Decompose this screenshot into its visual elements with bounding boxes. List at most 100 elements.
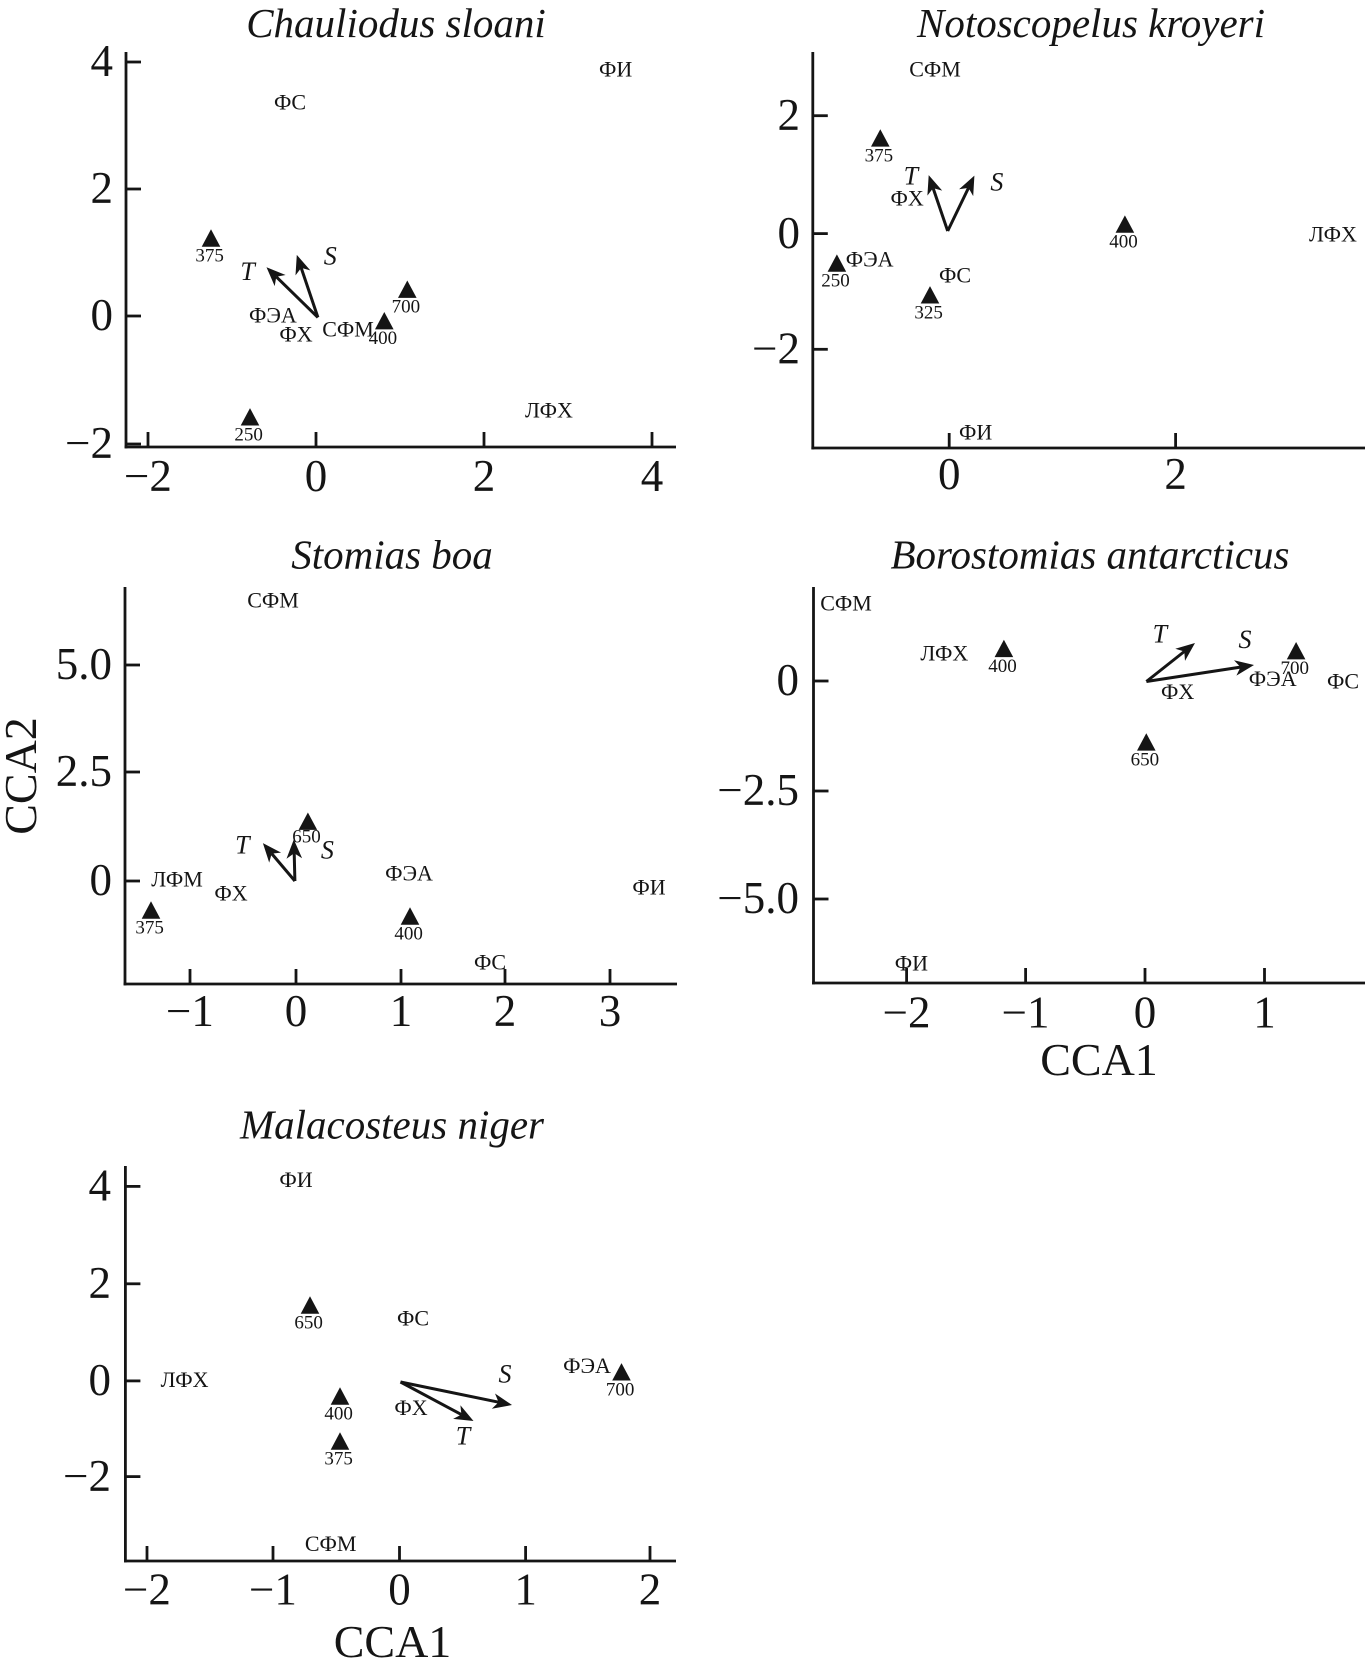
svg-text:2: 2 [639,1565,662,1615]
svg-text:Chauliodus sloani: Chauliodus sloani [246,0,546,46]
svg-text:−1: −1 [249,1565,297,1615]
svg-text:650: 650 [292,827,321,848]
svg-text:0: 0 [938,449,961,499]
svg-text:4: 4 [89,1161,112,1211]
svg-text:−1: −1 [1002,988,1050,1038]
svg-text:2.5: 2.5 [56,746,112,796]
svg-text:T: T [456,1421,472,1450]
svg-text:0: 0 [90,855,113,905]
svg-text:ФИ: ФИ [895,951,928,976]
svg-text:ФЭА: ФЭА [563,1353,611,1378]
svg-text:−2.5: −2.5 [717,765,799,815]
svg-text:400: 400 [988,656,1017,677]
svg-text:S: S [990,167,1003,196]
svg-text:375: 375 [195,246,224,267]
svg-text:650: 650 [294,1313,323,1334]
svg-text:CCA2: CCA2 [0,717,46,835]
svg-text:S: S [499,1359,512,1388]
svg-text:0: 0 [285,986,308,1036]
svg-text:4: 4 [91,36,114,86]
svg-text:−2: −2 [65,418,113,468]
svg-text:700: 700 [1280,658,1309,679]
svg-text:S: S [1239,625,1252,654]
svg-text:400: 400 [324,1404,353,1425]
svg-text:ФЭА: ФЭА [846,246,894,271]
svg-text:СФМ: СФМ [820,590,872,615]
svg-text:ФИ: ФИ [279,1167,312,1192]
svg-text:−2: −2 [63,1451,111,1501]
svg-text:400: 400 [369,328,398,349]
svg-text:5.0: 5.0 [56,639,112,689]
svg-text:ФИ: ФИ [959,420,992,445]
svg-text:650: 650 [1131,749,1160,770]
svg-text:ФИ: ФИ [599,57,632,82]
svg-text:ЛФХ: ЛФХ [161,1367,209,1392]
svg-text:СФМ: СФМ [909,56,961,81]
svg-text:0: 0 [91,290,114,340]
svg-text:2: 2 [494,986,517,1036]
svg-text:−2: −2 [123,1565,171,1615]
svg-text:400: 400 [1109,232,1138,253]
svg-text:2: 2 [91,163,114,213]
svg-text:−2: −2 [752,324,800,374]
svg-text:ФЭА: ФЭА [249,303,297,328]
svg-text:700: 700 [392,297,421,318]
svg-text:1: 1 [1253,988,1276,1038]
svg-text:Borostomias antarcticus: Borostomias antarcticus [891,532,1290,578]
svg-text:Notoscopelus kroyeri: Notoscopelus kroyeri [916,0,1265,46]
svg-text:CCA1: CCA1 [1040,1034,1158,1085]
svg-text:ФХ: ФХ [1161,679,1194,704]
svg-text:400: 400 [394,924,423,945]
svg-text:2: 2 [89,1258,112,1308]
svg-text:−2: −2 [883,988,931,1038]
svg-text:T: T [904,161,920,190]
svg-text:СФМ: СФМ [305,1531,357,1556]
svg-text:ФХ: ФХ [891,186,924,211]
svg-text:375: 375 [865,145,894,166]
svg-text:ФИ: ФИ [632,874,665,899]
svg-text:700: 700 [606,1379,635,1400]
svg-text:ФС: ФС [397,1305,429,1330]
svg-text:ФХ: ФХ [214,880,247,905]
svg-text:1: 1 [514,1565,537,1615]
svg-text:1: 1 [390,986,413,1036]
svg-text:ЛФХ: ЛФХ [525,397,573,422]
svg-text:ФХ: ФХ [279,321,312,346]
svg-text:4: 4 [641,451,664,501]
svg-text:−1: −1 [166,986,214,1036]
svg-text:Stomias boa: Stomias boa [291,532,493,578]
svg-text:ФЭА: ФЭА [385,860,433,885]
svg-text:ЛФХ: ЛФХ [920,640,968,665]
svg-text:СФМ: СФМ [247,587,299,612]
svg-text:325: 325 [914,302,943,323]
svg-text:ЛФХ: ЛФХ [1309,221,1357,246]
svg-text:ФС: ФС [474,949,506,974]
svg-text:ФС: ФС [1327,668,1359,693]
svg-text:0: 0 [777,655,800,705]
svg-text:ФС: ФС [939,262,971,287]
svg-text:S: S [321,836,334,865]
svg-text:0: 0 [1134,988,1157,1038]
svg-text:3: 3 [599,986,622,1036]
svg-text:ФЭА: ФЭА [1249,666,1297,691]
svg-text:2: 2 [473,451,496,501]
svg-text:2: 2 [1164,449,1187,499]
svg-text:ЛФМ: ЛФМ [151,866,203,891]
svg-text:250: 250 [234,424,263,445]
svg-text:ФХ: ФХ [394,1395,427,1420]
svg-text:T: T [1153,619,1169,648]
svg-text:0: 0 [305,451,328,501]
svg-text:СФМ: СФМ [322,316,374,341]
svg-text:250: 250 [821,271,850,292]
svg-text:2: 2 [778,90,801,140]
svg-text:CCA1: CCA1 [334,1616,452,1667]
svg-text:−2: −2 [124,451,172,501]
svg-text:T: T [235,831,251,860]
svg-text:S: S [324,242,337,271]
svg-text:ФС: ФС [274,89,306,114]
svg-text:0: 0 [89,1355,112,1405]
svg-text:−5.0: −5.0 [717,873,799,923]
svg-text:0: 0 [778,208,801,258]
svg-text:0: 0 [388,1565,411,1615]
svg-text:Malacosteus niger: Malacosteus niger [239,1102,545,1148]
